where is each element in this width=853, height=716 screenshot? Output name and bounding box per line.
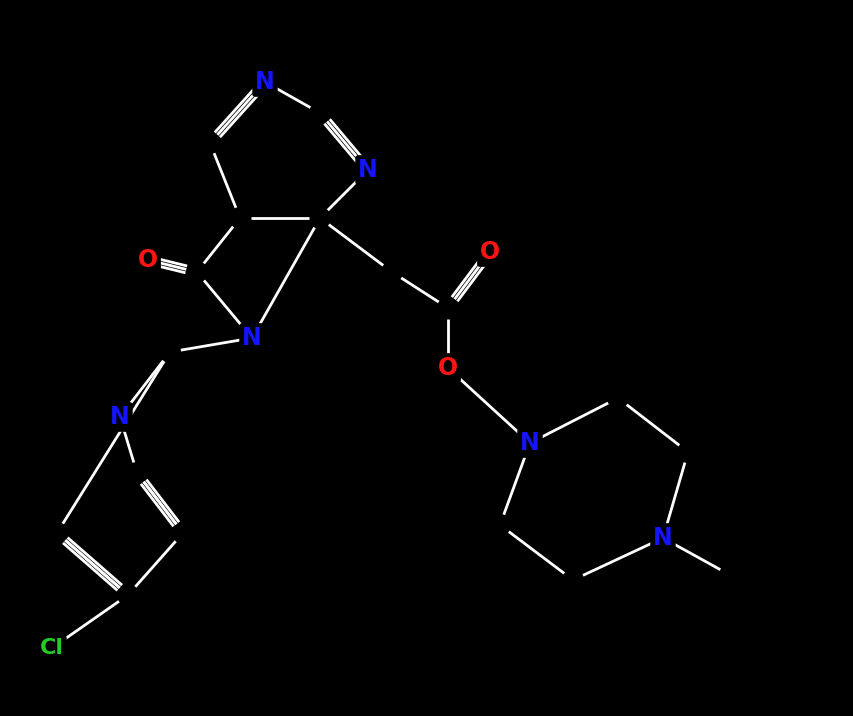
Text: N: N (242, 326, 262, 350)
Text: N: N (653, 526, 672, 550)
Text: N: N (357, 158, 377, 182)
Text: N: N (110, 405, 130, 429)
Text: N: N (519, 431, 539, 455)
Text: O: O (438, 356, 457, 380)
Text: O: O (479, 240, 500, 264)
Text: O: O (138, 248, 158, 272)
Text: N: N (255, 70, 275, 94)
Text: Cl: Cl (40, 638, 64, 658)
